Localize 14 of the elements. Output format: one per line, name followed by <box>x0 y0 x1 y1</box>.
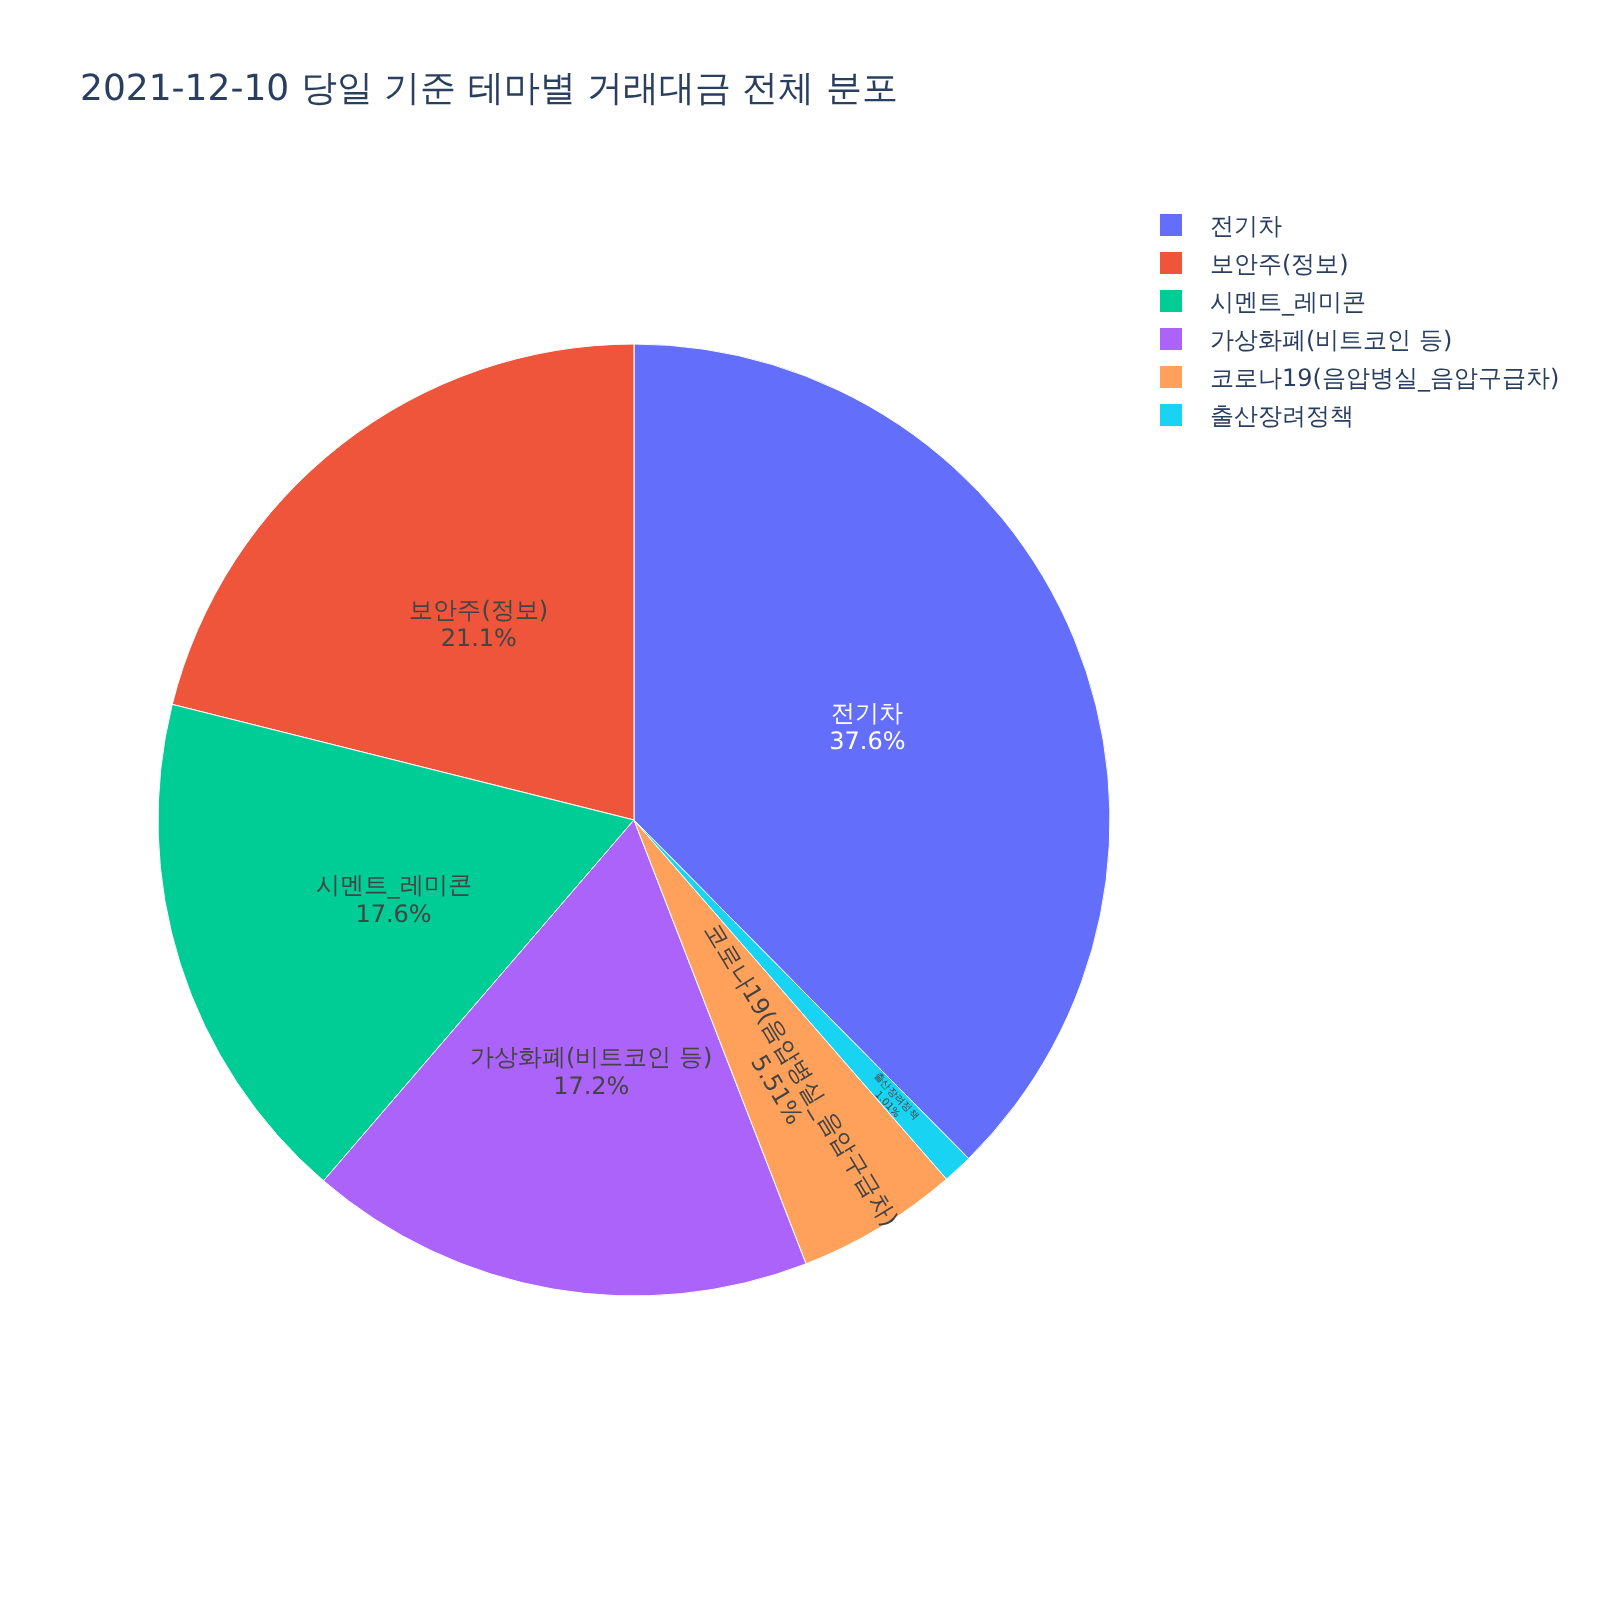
legend-label: 전기차 <box>1210 212 1282 240</box>
legend-label: 가상화폐(비트코인 등) <box>1210 326 1453 354</box>
slice-label: 전기차 <box>831 698 904 727</box>
slice-label: 시멘트_레미콘 <box>315 870 472 899</box>
legend-label: 보안주(정보) <box>1210 250 1349 278</box>
legend-label: 코로나19(음압병실_음압구급차) <box>1210 364 1560 392</box>
legend-label: 시멘트_레미콘 <box>1210 288 1366 316</box>
data-label: 17.6% <box>355 899 432 928</box>
data-label: 17.2% <box>553 1071 630 1100</box>
chart-title: 2021-12-10 당일 기준 테마별 거래대금 전체 분포 <box>80 68 898 110</box>
data-label: 37.6% <box>829 727 906 756</box>
slice-label: 보안주(정보) <box>409 595 549 624</box>
data-label: 21.1% <box>440 624 517 653</box>
legend-label: 출산장려정책 <box>1210 402 1354 430</box>
